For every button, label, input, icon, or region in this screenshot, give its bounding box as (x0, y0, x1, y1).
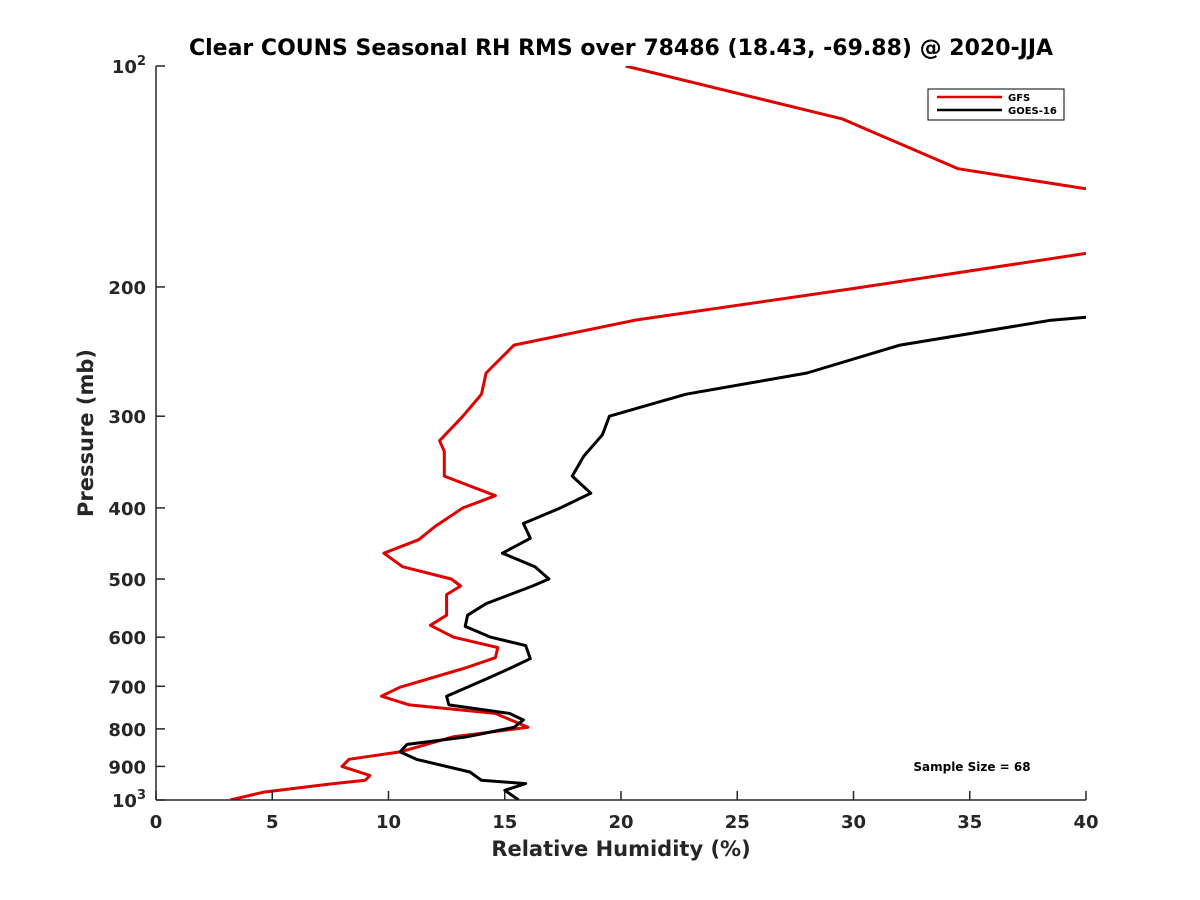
x-tick-label: 5 (266, 812, 279, 833)
x-tick-label: 35 (957, 812, 982, 833)
chart-title: Clear COUNS Seasonal RH RMS over 78486 (… (189, 36, 1053, 61)
y-tick-label: 700 (108, 677, 146, 698)
y-tick-label: 400 (108, 499, 146, 520)
series-line-gfs-segment-2 (230, 251, 1086, 800)
y-tick-label: 800 (108, 720, 146, 741)
y-tick-label: 600 (108, 628, 146, 649)
legend-box (927, 88, 1065, 121)
legend: GFS GOES-16 (927, 88, 1065, 121)
legend-label-gfs: GFS (1008, 93, 1030, 104)
y-tick-label: 102 (112, 54, 146, 78)
x-axis-label: Relative Humidity (%) (491, 837, 750, 861)
x-tick-label: 30 (841, 812, 866, 833)
axis-layer: 0 5 10 15 20 25 30 35 40 102 200 300 400 500 600 700 800… (108, 54, 1098, 833)
y-tick-label: 300 (108, 407, 146, 428)
series-layer (230, 66, 1086, 800)
series-line-goes-16-segment-1 (398, 315, 1086, 800)
y-tick-label: 200 (108, 278, 146, 299)
y-axis-label: Pressure (mb) (74, 349, 98, 517)
plot-area: 0 5 10 15 20 25 30 35 40 102 200 300 400 500 600 700 800… (108, 54, 1098, 833)
x-tick-label: 10 (376, 812, 401, 833)
x-tick-label: 20 (608, 812, 633, 833)
axes-background (156, 66, 1086, 800)
y-tick-label: 500 (108, 570, 146, 591)
x-tick-label: 25 (725, 812, 750, 833)
y-tick-label: 103 (112, 788, 146, 812)
x-tick-label: 40 (1073, 812, 1098, 833)
x-tick-label: 15 (492, 812, 517, 833)
x-tick-label: 0 (150, 812, 163, 833)
sample-size-annotation: Sample Size = 68 (913, 760, 1030, 774)
series-line-gfs-segment-1 (625, 66, 1086, 191)
legend-label-goes-16: GOES-16 (1008, 106, 1057, 117)
y-tick-label: 900 (108, 757, 146, 778)
